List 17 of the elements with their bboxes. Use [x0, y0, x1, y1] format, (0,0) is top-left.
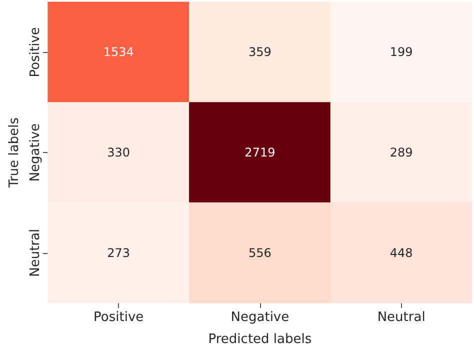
x-tick-label: Negative [230, 310, 290, 325]
data-label: 199 [390, 45, 413, 60]
y-axis-title: True labels [7, 117, 22, 188]
y-tick-label: Neutral [28, 228, 43, 277]
data-label: 289 [390, 146, 413, 160]
x-tick-label: Neutral [377, 310, 426, 325]
data-label: 330 [107, 146, 130, 160]
y-tick-label: Positive [28, 27, 43, 78]
data-label: 556 [248, 246, 272, 260]
data-label: 273 [107, 246, 130, 260]
x-axis-title: Predicted labels [208, 332, 312, 347]
data-label: 1534 [103, 45, 134, 60]
y-tick-label: Negative [28, 123, 43, 182]
data-label: 448 [390, 246, 413, 260]
data-label: 359 [248, 45, 272, 60]
x-tick-label: Positive [94, 310, 144, 325]
data-label: 2719 [244, 146, 276, 160]
